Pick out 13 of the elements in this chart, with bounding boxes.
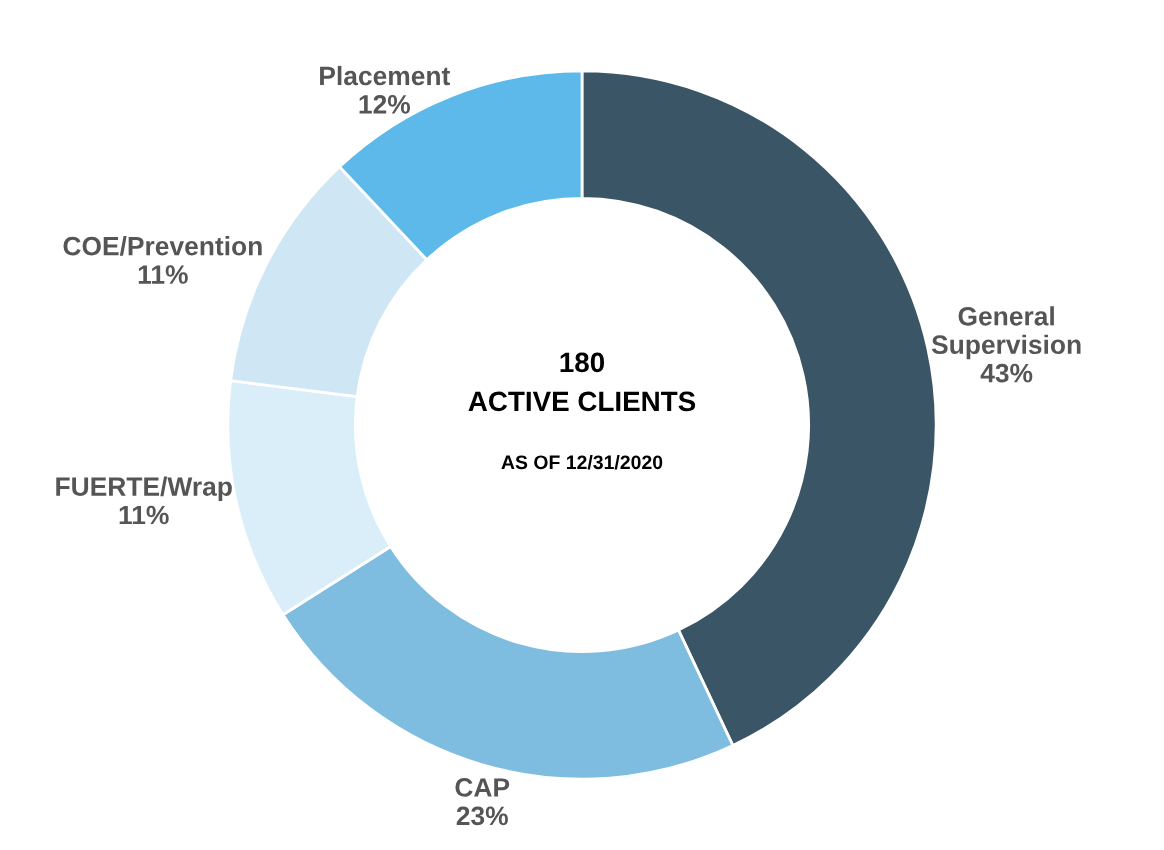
text: AS OF 12/31/2020 bbox=[501, 454, 663, 470]
slice-label: CAP bbox=[455, 778, 510, 797]
data-label: 43% bbox=[980, 363, 1033, 383]
slice-label: FUERTE/Wrap bbox=[56, 476, 232, 502]
data-label: 11% bbox=[119, 505, 169, 525]
text: ACTIVE CLIENTS bbox=[468, 391, 696, 412]
data-label: 11% bbox=[138, 265, 188, 284]
text: 180 bbox=[560, 352, 605, 373]
data-label: 23% bbox=[456, 806, 508, 826]
slice-label: COE/Prevention bbox=[63, 236, 262, 256]
slice-label: Placement bbox=[320, 65, 450, 86]
slice-label: General Supervision bbox=[931, 306, 1081, 360]
data-label: 12% bbox=[359, 95, 411, 114]
